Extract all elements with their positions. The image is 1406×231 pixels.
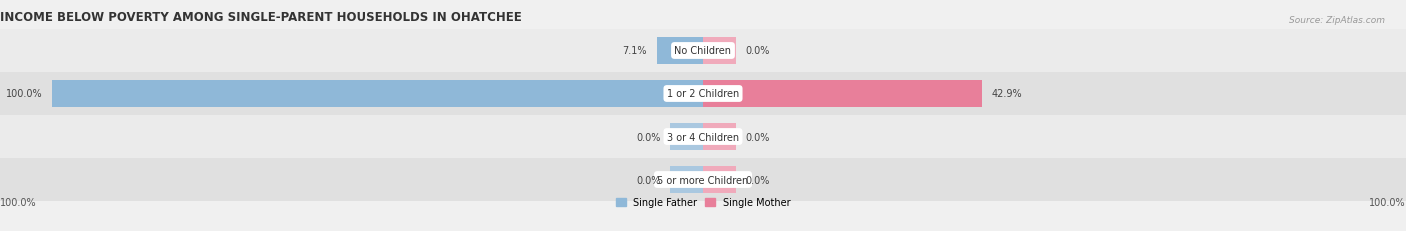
Text: 100.0%: 100.0% bbox=[1369, 197, 1406, 207]
Legend: Single Father, Single Mother: Single Father, Single Mother bbox=[616, 197, 790, 207]
Text: INCOME BELOW POVERTY AMONG SINGLE-PARENT HOUSEHOLDS IN OHATCHEE: INCOME BELOW POVERTY AMONG SINGLE-PARENT… bbox=[0, 10, 522, 23]
Text: 0.0%: 0.0% bbox=[745, 46, 769, 56]
Bar bbox=[703, 81, 983, 107]
Bar bbox=[671, 167, 703, 193]
Text: Source: ZipAtlas.com: Source: ZipAtlas.com bbox=[1289, 16, 1385, 25]
Bar bbox=[703, 124, 735, 150]
Text: 7.1%: 7.1% bbox=[623, 46, 647, 56]
Text: 1 or 2 Children: 1 or 2 Children bbox=[666, 89, 740, 99]
Text: 5 or more Children: 5 or more Children bbox=[658, 175, 748, 185]
Text: 42.9%: 42.9% bbox=[993, 89, 1022, 99]
Bar bbox=[0, 116, 1406, 158]
Bar bbox=[671, 124, 703, 150]
Text: 0.0%: 0.0% bbox=[745, 132, 769, 142]
Text: No Children: No Children bbox=[675, 46, 731, 56]
Text: 0.0%: 0.0% bbox=[745, 175, 769, 185]
Text: 0.0%: 0.0% bbox=[637, 132, 661, 142]
Text: 3 or 4 Children: 3 or 4 Children bbox=[666, 132, 740, 142]
Bar bbox=[0, 30, 1406, 73]
Bar bbox=[52, 81, 703, 107]
Bar bbox=[703, 167, 735, 193]
Text: 0.0%: 0.0% bbox=[637, 175, 661, 185]
Bar bbox=[657, 38, 703, 64]
Bar bbox=[0, 158, 1406, 201]
Text: 100.0%: 100.0% bbox=[0, 197, 37, 207]
Bar bbox=[703, 38, 735, 64]
Bar bbox=[0, 73, 1406, 116]
Text: 100.0%: 100.0% bbox=[6, 89, 42, 99]
